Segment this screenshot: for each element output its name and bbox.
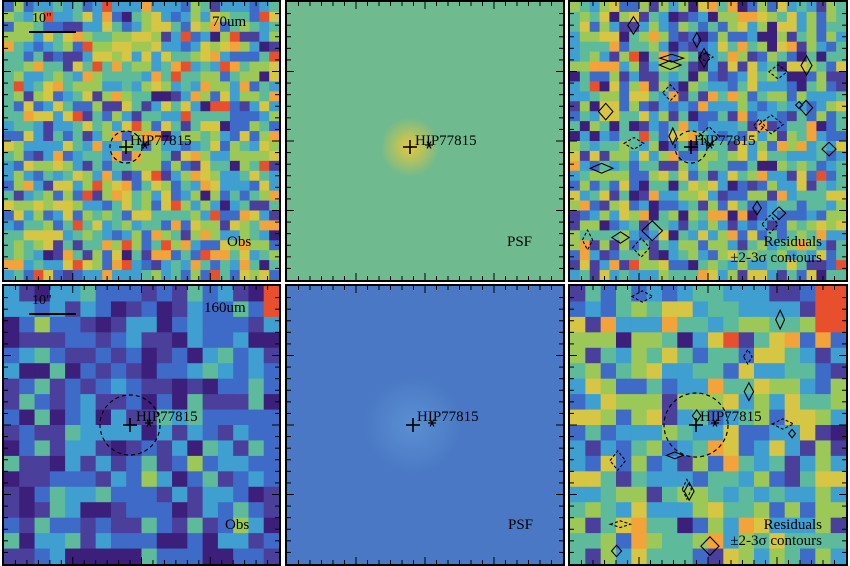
scale-label: 10"	[32, 11, 52, 26]
source-marker	[403, 140, 433, 154]
panel-caption: Obs	[225, 517, 250, 533]
panel-caption-contours: ±2-3σ contours	[730, 250, 822, 266]
panel-caption: PSF	[507, 234, 533, 250]
source-marker	[689, 418, 719, 432]
residual-160um-panel: HIP77815 Residuals ±2-3σ contours	[568, 284, 848, 566]
axis-ticks	[287, 2, 563, 280]
axis-ticks	[287, 286, 563, 564]
scale-label: 10"	[32, 293, 52, 308]
panel-caption-contours: ±2-3σ contours	[730, 533, 822, 549]
axis-ticks	[4, 286, 279, 564]
aperture-circle	[109, 130, 143, 164]
aperture-circle	[99, 394, 161, 456]
target-label: HIP77815	[130, 133, 192, 149]
target-label: HIP77815	[694, 133, 756, 149]
pixel-grid	[4, 2, 279, 280]
target-label: HIP77815	[415, 133, 477, 149]
source-marker	[406, 418, 436, 432]
panel-caption: Obs	[227, 234, 252, 250]
target-label: HIP77815	[700, 409, 762, 425]
obs-70um-map	[4, 2, 279, 280]
axis-ticks	[4, 2, 279, 280]
obs-160um-map	[4, 286, 279, 564]
target-label: HIP77815	[136, 409, 198, 425]
scale-bar	[29, 31, 76, 33]
source-marker	[123, 418, 153, 432]
psf-160um-panel: HIP77815 PSF	[285, 284, 565, 566]
residual-160um-map	[570, 286, 846, 564]
aperture-circle	[674, 130, 708, 164]
pixel-grid	[570, 2, 846, 280]
axis-ticks	[570, 2, 846, 280]
psf-160um-map	[287, 286, 563, 564]
scale-bar	[29, 313, 76, 315]
panel-caption: Residuals	[763, 517, 822, 533]
residual-70um-map	[570, 2, 846, 280]
band-label: 70um	[212, 14, 247, 30]
source-marker	[119, 140, 149, 154]
residual-contours	[581, 15, 837, 258]
axis-ticks	[570, 286, 846, 564]
residual-contours	[608, 290, 797, 558]
band-label: 160um	[204, 300, 246, 316]
aperture-circle	[663, 392, 729, 458]
target-label: HIP77815	[417, 409, 479, 425]
panel-caption: PSF	[508, 517, 534, 533]
obs-70um-panel: 10" 70um HIP77815 Obs	[2, 0, 281, 282]
psf-70um-map	[287, 2, 563, 280]
psf-70um-panel: HIP77815 PSF	[285, 0, 565, 282]
residual-70um-panel: HIP77815 Residuals ±2-3σ contours	[568, 0, 848, 282]
obs-160um-panel: 10" 160um HIP77815 Obs	[2, 284, 281, 566]
panel-caption: Residuals	[763, 234, 822, 250]
source-marker	[684, 140, 714, 154]
